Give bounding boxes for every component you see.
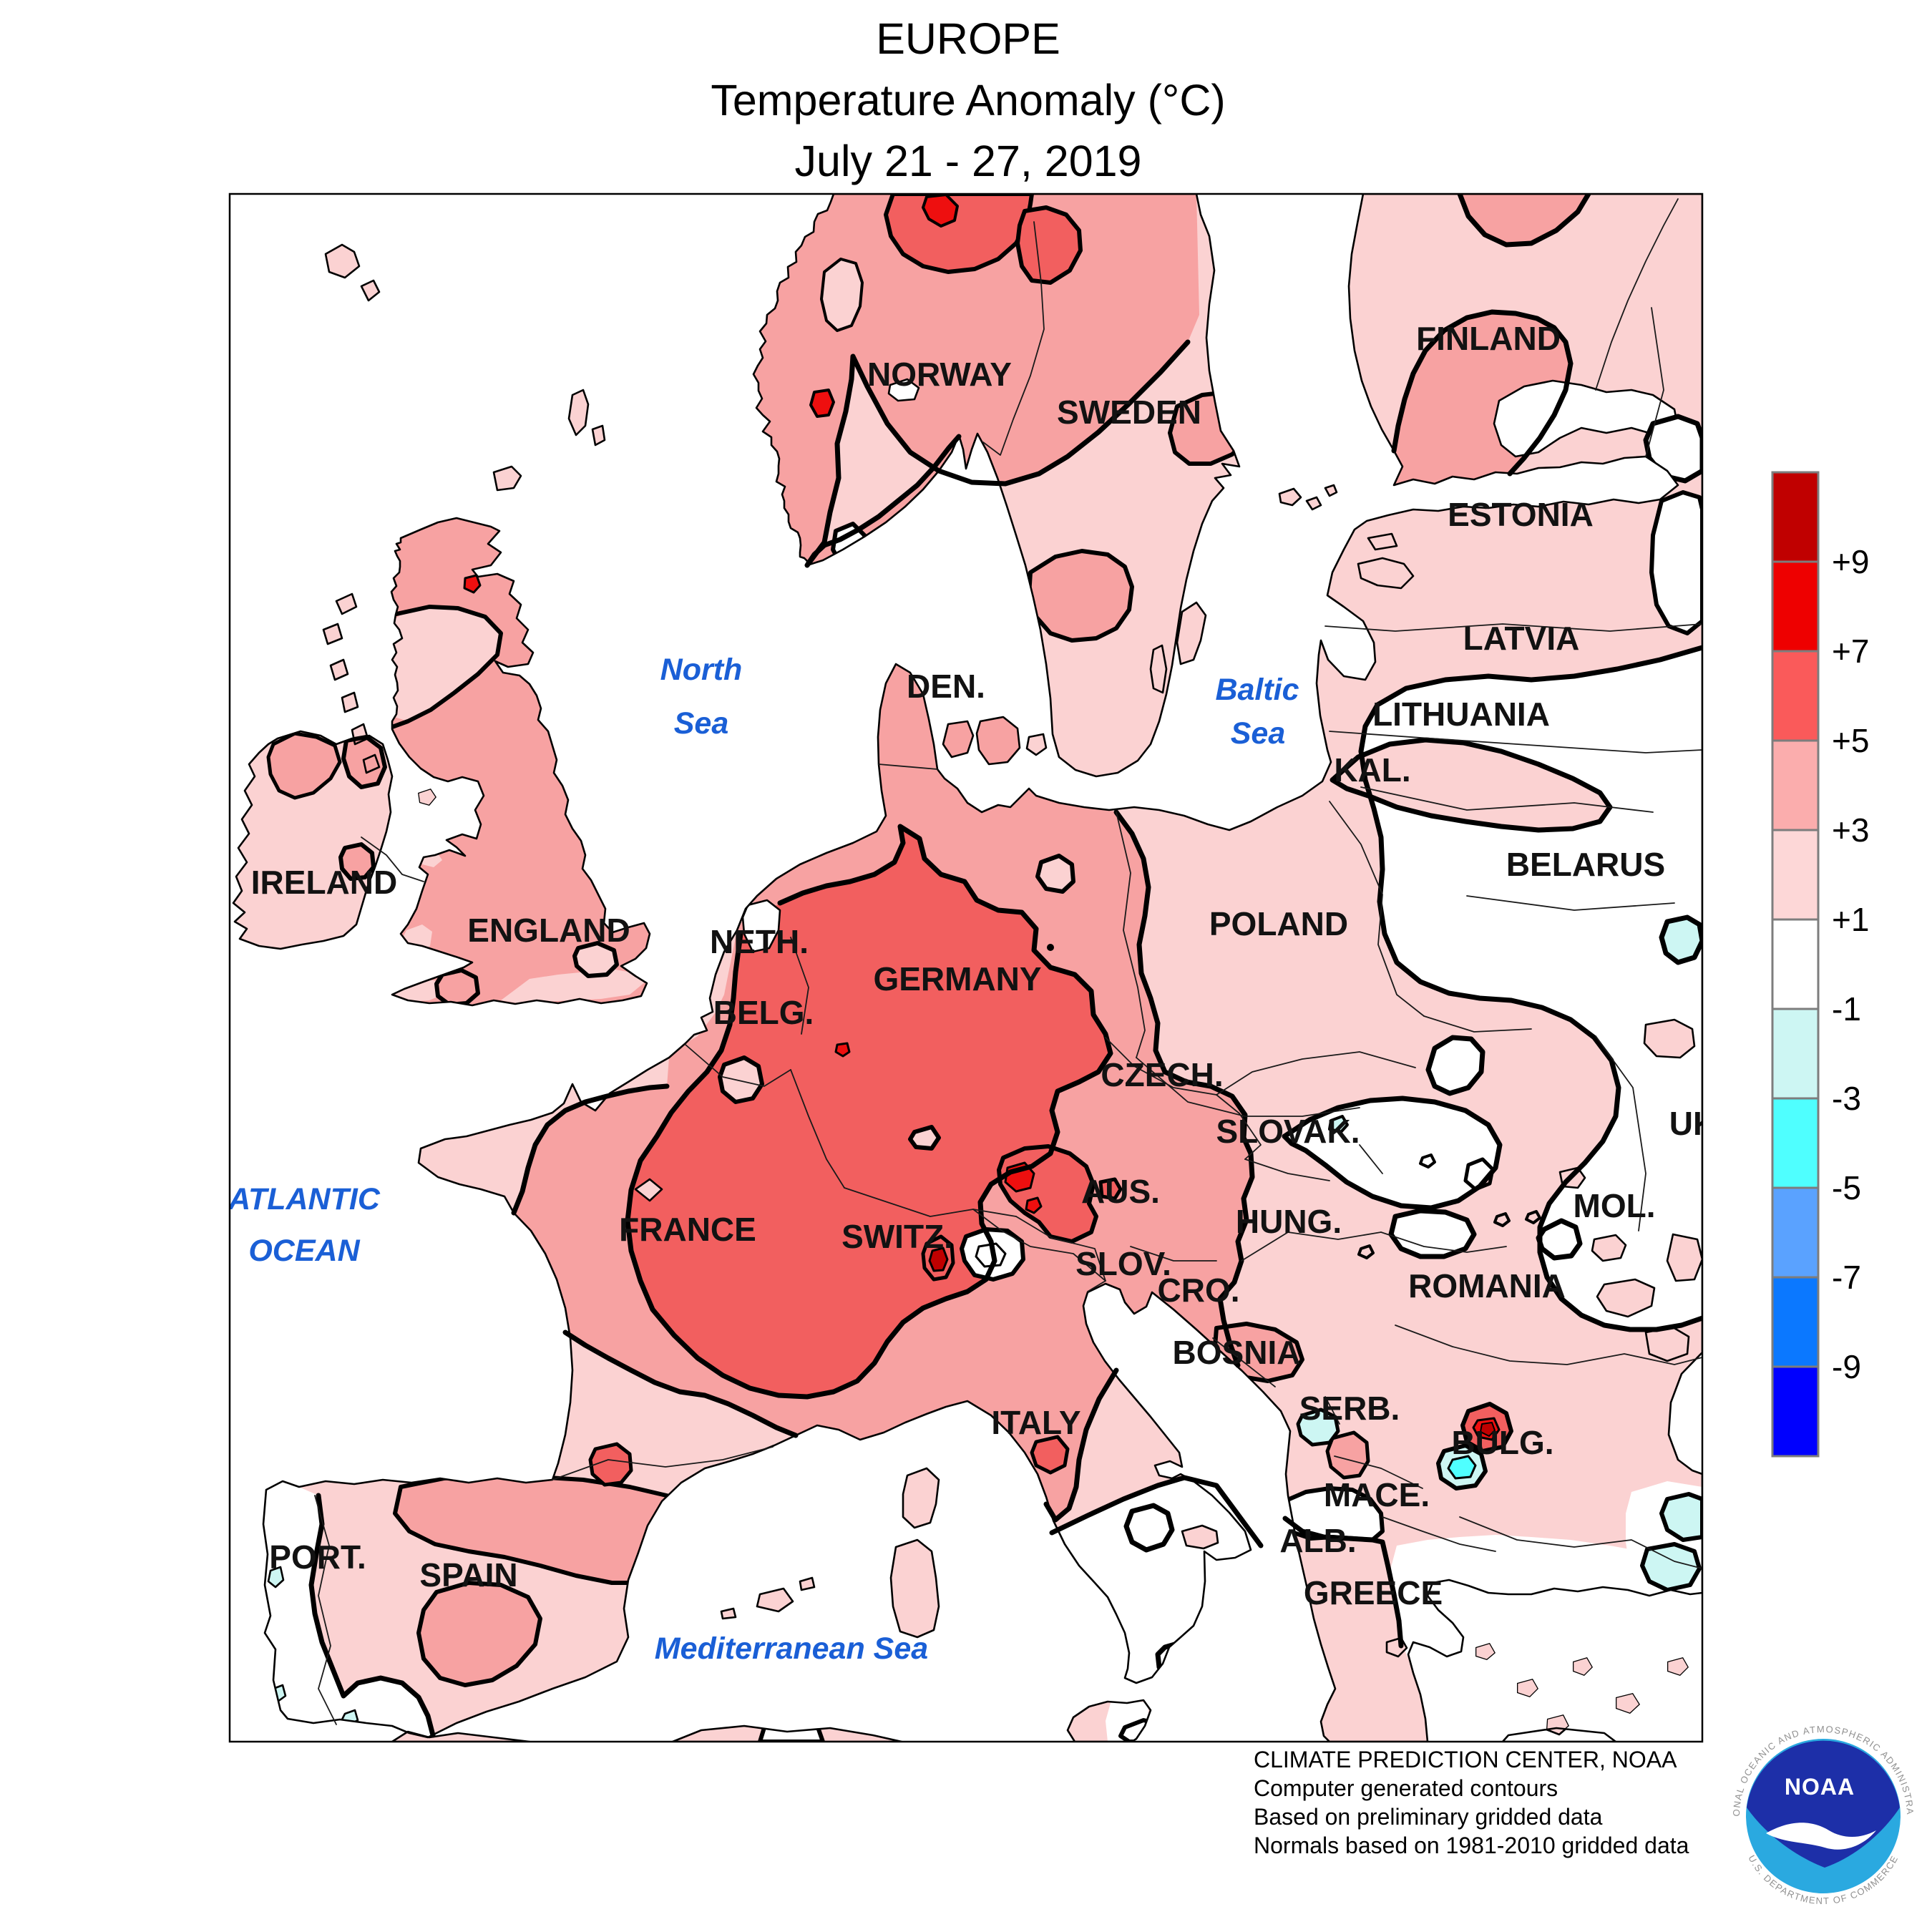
svg-text:NORWAY: NORWAY: [867, 356, 1012, 393]
svg-text:SWITZ.: SWITZ.: [841, 1218, 953, 1255]
svg-text:Temperature Anomaly (°C): Temperature Anomaly (°C): [711, 76, 1225, 125]
svg-text:CRO.: CRO.: [1158, 1272, 1240, 1309]
svg-text:IRELAND: IRELAND: [251, 864, 397, 901]
svg-text:PORT.: PORT.: [269, 1538, 366, 1576]
svg-text:DEN.: DEN.: [907, 668, 985, 705]
svg-text:HUNG.: HUNG.: [1236, 1203, 1342, 1240]
svg-text:Normals based on 1981-2010 gri: Normals based on 1981-2010 gridded data: [1254, 1833, 1689, 1858]
svg-text:Mediterranean Sea: Mediterranean Sea: [655, 1631, 928, 1666]
svg-text:July 21 - 27, 2019: July 21 - 27, 2019: [795, 137, 1142, 185]
svg-text:ATLANTIC: ATLANTIC: [228, 1182, 381, 1216]
svg-text:OCEAN: OCEAN: [248, 1234, 360, 1268]
svg-text:ENGLAND: ENGLAND: [467, 912, 630, 949]
svg-text:-3: -3: [1832, 1080, 1861, 1117]
svg-text:SLOV.: SLOV.: [1075, 1245, 1171, 1282]
svg-text:KAL.: KAL.: [1334, 751, 1410, 789]
svg-text:-5: -5: [1832, 1169, 1861, 1206]
svg-text:NETH.: NETH.: [710, 923, 809, 960]
svg-text:Based on preliminary gridded d: Based on preliminary gridded data: [1254, 1804, 1603, 1830]
svg-text:+3: +3: [1832, 811, 1869, 849]
svg-text:LITHUANIA: LITHUANIA: [1372, 696, 1550, 733]
svg-text:LATVIA: LATVIA: [1463, 620, 1580, 657]
svg-text:POLAND: POLAND: [1209, 905, 1348, 942]
svg-text:SLOVAK.: SLOVAK.: [1216, 1113, 1360, 1150]
svg-text:-1: -1: [1832, 990, 1861, 1028]
svg-text:SPAIN: SPAIN: [419, 1556, 517, 1594]
svg-text:BULG.: BULG.: [1451, 1424, 1553, 1461]
svg-text:ALB.: ALB.: [1279, 1522, 1356, 1559]
svg-text:MOL.: MOL.: [1574, 1187, 1656, 1224]
svg-text:Baltic: Baltic: [1215, 673, 1299, 707]
svg-text:BELARUS: BELARUS: [1506, 846, 1665, 883]
svg-text:+9: +9: [1832, 543, 1869, 580]
svg-text:UK: UK: [1669, 1105, 1717, 1142]
svg-text:EUROPE: EUROPE: [876, 14, 1060, 63]
svg-text:+5: +5: [1832, 722, 1869, 759]
svg-text:+7: +7: [1832, 633, 1869, 670]
svg-text:GREECE: GREECE: [1304, 1574, 1443, 1611]
svg-text:GERMANY: GERMANY: [873, 960, 1041, 997]
svg-text:Computer generated contours: Computer generated contours: [1254, 1775, 1558, 1801]
svg-text:-9: -9: [1832, 1348, 1861, 1385]
svg-text:FINLAND: FINLAND: [1416, 320, 1561, 357]
svg-text:MACE.: MACE.: [1324, 1476, 1430, 1513]
svg-text:North: North: [660, 653, 743, 687]
svg-text:ITALY: ITALY: [991, 1404, 1080, 1441]
svg-text:SWEDEN: SWEDEN: [1057, 394, 1201, 431]
svg-text:CZECH.: CZECH.: [1101, 1056, 1223, 1093]
svg-text:ROMANIA: ROMANIA: [1408, 1267, 1566, 1304]
svg-text:-7: -7: [1832, 1259, 1861, 1296]
svg-text:Sea: Sea: [1231, 716, 1286, 751]
svg-text:ESTONIA: ESTONIA: [1448, 496, 1594, 533]
svg-text:SERB.: SERB.: [1299, 1390, 1400, 1427]
svg-text:BELG.: BELG.: [713, 994, 814, 1031]
svg-text:BOSNIA: BOSNIA: [1173, 1334, 1301, 1371]
svg-text:FRANCE: FRANCE: [619, 1211, 756, 1248]
svg-text:AUS.: AUS.: [1081, 1173, 1160, 1210]
svg-text:NOAA: NOAA: [1785, 1774, 1855, 1800]
svg-text:+1: +1: [1832, 901, 1869, 938]
svg-text:CLIMATE PREDICTION CENTER, NOA: CLIMATE PREDICTION CENTER, NOAA: [1254, 1747, 1677, 1772]
svg-text:Sea: Sea: [674, 706, 729, 741]
